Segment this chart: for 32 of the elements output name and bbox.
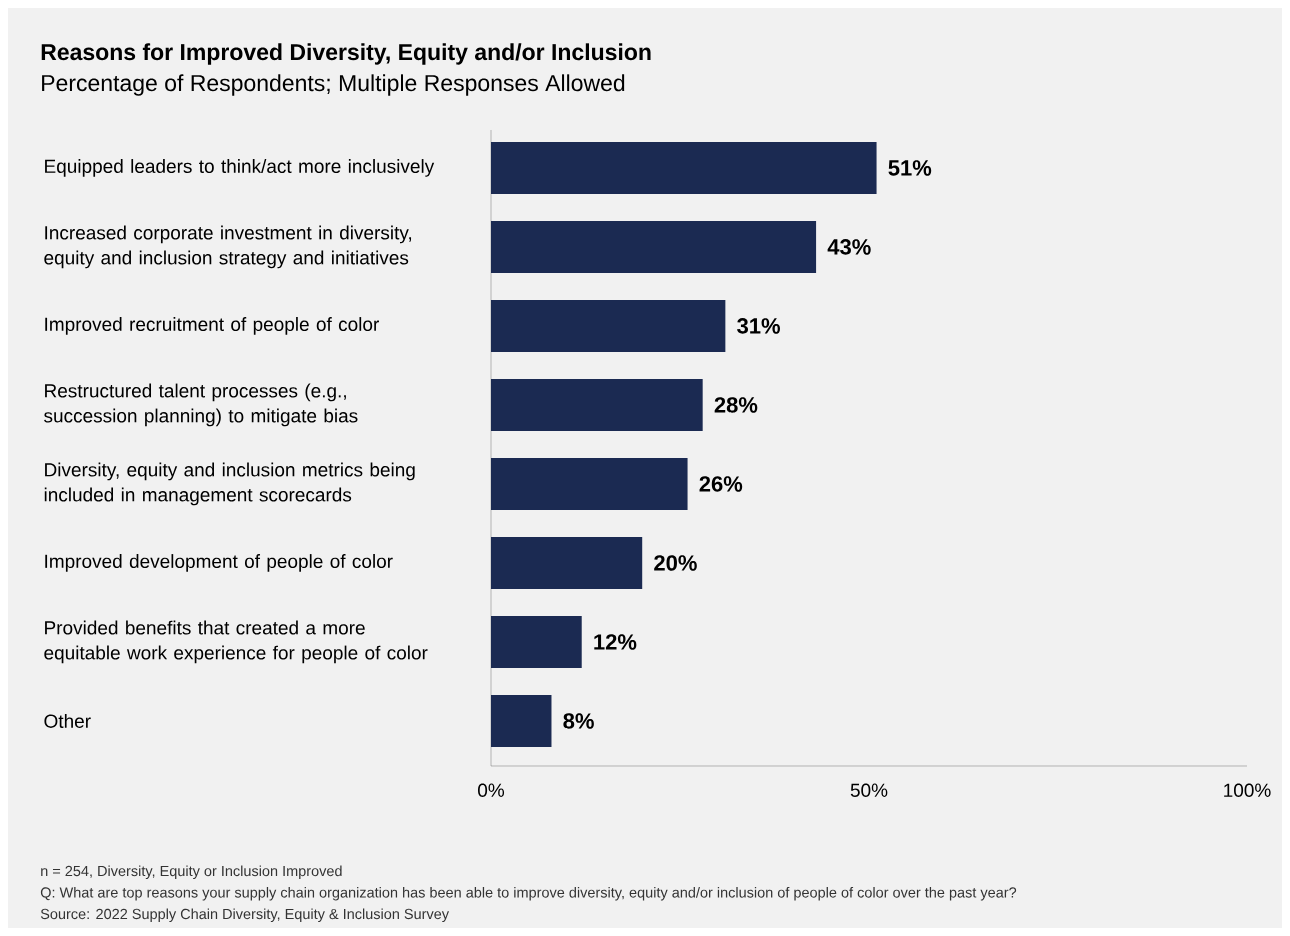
- y-tick-label: Improved development of people of color: [45, 554, 393, 572]
- y-tick-label: Improved recruitment of people of color: [45, 317, 379, 335]
- bar: [491, 694, 552, 747]
- chart-subtitle: Percentage of Respondents; Multiple Responses Allowed: [42, 74, 625, 96]
- data-label: 31%: [737, 318, 780, 334]
- data-label: 20%: [654, 555, 697, 571]
- y-tick-label: Restructured talent processes (e.g., succession planning) to mitigate bias: [44, 383, 358, 427]
- y-tick-label: Equipped leaders to think/act more inclusively: [45, 159, 435, 177]
- chart-title: Reasons for Improved Diversity, Equity and/or Inclusion: [41, 43, 651, 65]
- bar: [491, 141, 877, 194]
- y-tick-label: Provided benefits that created a more equitable work experience for people of color: [44, 620, 428, 664]
- y-tick-label: Diversity, equity and inclusion metrics being included in management scorecards: [44, 462, 415, 506]
- x-tick-label: 100%: [1224, 783, 1271, 797]
- y-tick-label: Other: [44, 713, 91, 728]
- data-label: 26%: [699, 476, 743, 492]
- data-label: 43%: [827, 239, 871, 255]
- bar: [491, 299, 726, 352]
- data-label: 28%: [714, 397, 758, 413]
- data-label: 51%: [888, 160, 932, 176]
- data-label: 8%: [563, 713, 594, 729]
- bar: [491, 378, 703, 431]
- bar: [491, 536, 643, 589]
- bar: [491, 457, 688, 510]
- y-tick-label: Increased corporate investment in diversity, equity and inclusion strategy and initiatives: [44, 225, 412, 269]
- bar: [491, 615, 582, 668]
- bar: [491, 220, 817, 273]
- x-tick-label: 0%: [478, 783, 505, 797]
- text: n = 254, Diversity, Equity or Inclusion Improved: [41, 865, 342, 879]
- x-tick-label: 50%: [850, 783, 888, 797]
- text: Q: What are top reasons your supply chain organization has been able to improve diversity, equity and/or inclusion of people of color over the past year?: [40, 886, 1017, 901]
- data-label: 12%: [594, 634, 637, 650]
- source-note: Source: 2022 Supply Chain Diversity, Equity & Inclusion Survey: [40, 908, 450, 922]
